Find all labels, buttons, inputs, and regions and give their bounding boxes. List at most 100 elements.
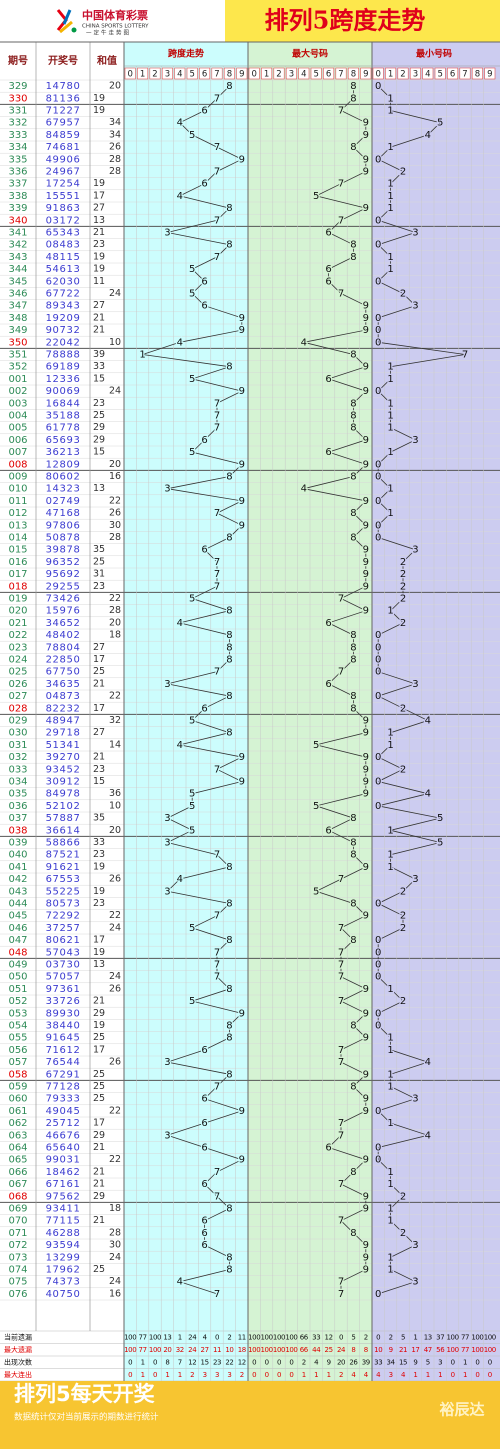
period: 073 (8, 1252, 27, 1263)
period: 015 (8, 545, 27, 556)
period: 066 (8, 1167, 27, 1178)
trend-digit: 0 (375, 81, 381, 92)
trend-digit: 1 (387, 1033, 393, 1044)
trend-digit: 1 (387, 398, 393, 409)
draw-number: 91645 (46, 1033, 81, 1044)
draw-number: 34652 (46, 618, 81, 629)
trend-digit: 7 (214, 142, 220, 153)
period: 026 (8, 679, 27, 690)
sum: 21 (93, 678, 105, 689)
trend-digit: 5 (189, 289, 195, 300)
sum: 21 (93, 996, 105, 1007)
trend-digit: 7 (214, 911, 220, 922)
trend-digit: 7 (338, 947, 344, 958)
trend-digit: 0 (375, 947, 381, 958)
draw-number: 80621 (46, 935, 81, 946)
period: 016 (8, 557, 27, 568)
stat-value: 2 (364, 1333, 368, 1341)
sum: 22 (109, 495, 121, 506)
stat-value: 100 (248, 1333, 260, 1341)
trend-digit: 7 (214, 764, 220, 775)
stat-value: 0 (451, 1358, 455, 1366)
period: 034 (8, 777, 27, 788)
period: 331 (8, 106, 27, 117)
digit-header: 4 (177, 70, 182, 80)
trend-digit: 6 (325, 679, 331, 690)
sum: 31 (93, 569, 105, 580)
trend-digit: 3 (164, 838, 170, 849)
digit-box (409, 67, 421, 80)
sum: 39 (93, 349, 105, 360)
sum: 25 (93, 410, 105, 421)
period: 036 (8, 801, 27, 812)
trend-digit: 1 (387, 191, 393, 202)
trend-digit: 9 (363, 325, 369, 336)
stat-value: 10 (374, 1346, 382, 1354)
sum: 30 (109, 520, 121, 531)
period: 057 (8, 1057, 27, 1068)
trend-digit: 8 (350, 142, 356, 153)
trend-digit: 7 (338, 1289, 344, 1300)
trend-digit: 9 (363, 435, 369, 446)
digit-box (298, 67, 310, 80)
stat-value: 27 (201, 1346, 209, 1354)
draw-number: 96352 (46, 557, 81, 568)
trend-digit: 1 (387, 825, 393, 836)
trend-digit: 6 (201, 1216, 207, 1227)
draw-number: 67161 (46, 1179, 81, 1190)
trend-digit: 2 (400, 557, 406, 568)
sum: 21 (93, 325, 105, 336)
trend-digit: 4 (301, 337, 307, 348)
draw-number: 73426 (46, 594, 81, 605)
period: 071 (8, 1228, 27, 1239)
period: 075 (8, 1277, 27, 1288)
sum: 14 (109, 739, 121, 750)
trend-digit: 1 (387, 508, 393, 519)
period: 345 (8, 276, 27, 287)
digit-header: 4 (425, 70, 430, 80)
digit-box (484, 67, 496, 80)
trend-digit: 1 (387, 447, 393, 458)
sum: 30 (109, 1240, 121, 1251)
sum: 24 (109, 288, 121, 299)
stat-value: 2 (227, 1333, 231, 1341)
period: 055 (8, 1033, 27, 1044)
trend-digit: 7 (214, 215, 220, 226)
draw-number: 50878 (46, 533, 81, 544)
trend-digit: 8 (350, 1167, 356, 1178)
trend-digit: 5 (189, 801, 195, 812)
trend-digit: 8 (226, 1033, 232, 1044)
trend-digit: 2 (400, 1228, 406, 1239)
trend-digit: 1 (387, 93, 393, 104)
period: 049 (8, 960, 27, 971)
trend-digit: 6 (201, 435, 207, 446)
trend-digit: 3 (412, 1094, 418, 1105)
trend-digit: 6 (201, 106, 207, 117)
trend-digit: 9 (363, 716, 369, 727)
period: 346 (8, 289, 27, 300)
digit-box (161, 67, 173, 80)
trend-digit: 9 (363, 1094, 369, 1105)
digit-box (347, 67, 359, 80)
trend-digit: 9 (239, 386, 245, 397)
period: 344 (8, 264, 27, 275)
stat-value: 37 (436, 1333, 444, 1341)
digit-header: 0 (251, 70, 256, 80)
draw-number: 46676 (46, 1130, 81, 1141)
draw-number: 57043 (46, 947, 81, 958)
sum: 27 (93, 203, 105, 214)
draw-number: 15976 (46, 606, 81, 617)
sum: 21 (93, 1179, 105, 1190)
digit-header: 6 (202, 70, 207, 80)
trend-digit: 5 (189, 264, 195, 275)
draw-number: 49045 (46, 1106, 81, 1117)
trend-digit: 7 (214, 508, 220, 519)
trend-digit: 1 (387, 728, 393, 739)
sum: 17 (93, 654, 105, 665)
digit-header: 3 (165, 70, 170, 80)
digit-box (360, 67, 372, 80)
period: 010 (8, 484, 27, 495)
digit-header: 3 (289, 70, 294, 80)
draw-number: 93452 (46, 764, 81, 775)
